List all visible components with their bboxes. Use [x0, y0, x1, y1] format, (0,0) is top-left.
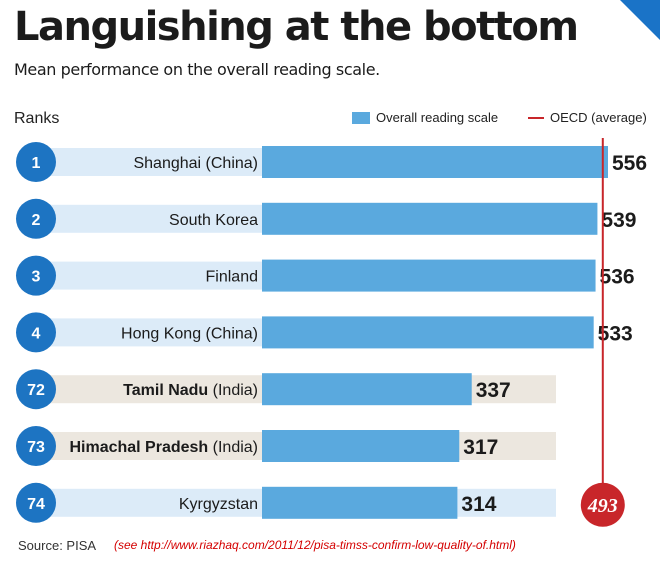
bar	[262, 259, 596, 292]
category-label-bold: Himachal Pradesh	[69, 439, 208, 456]
rank-badge	[16, 142, 56, 182]
rank-badge	[16, 198, 56, 239]
bar	[262, 146, 608, 178]
category-label: Himachal Pradesh (India)	[69, 439, 258, 456]
oecd-average-badge	[580, 482, 625, 527]
rank-badge	[16, 255, 56, 296]
rank-badge	[16, 426, 56, 466]
legend-bar-label: Overall reading scale	[376, 110, 499, 125]
rank-number: 73	[27, 439, 45, 456]
category-label-text: (India)	[208, 439, 258, 456]
rank-number: 74	[27, 496, 45, 513]
bar	[262, 486, 458, 519]
category-label-text: Hong Kong (China)	[121, 325, 258, 342]
category-label-text: South Korea	[169, 212, 258, 229]
rank-number: 3	[32, 269, 41, 286]
source-label: Source: PISA	[18, 538, 97, 553]
corner-tab	[620, 0, 660, 40]
value-label: 539	[601, 209, 636, 232]
value-label: 314	[461, 493, 496, 516]
rank-badge	[16, 369, 56, 410]
value-label: 533	[598, 322, 633, 345]
rank-number: 72	[27, 382, 45, 399]
category-label-text: Kyrgyzstan	[179, 496, 258, 513]
value-label: 317	[463, 436, 498, 459]
category-label: Hong Kong (China)	[121, 325, 258, 342]
bar	[262, 430, 460, 462]
rank-number: 2	[32, 212, 41, 229]
legend-bar-entry: Overall reading scale	[352, 110, 498, 125]
oecd-average-value: 493	[587, 495, 618, 517]
rank-badge	[16, 312, 56, 353]
bar	[262, 316, 594, 349]
legend-oecd-entry: OECD (average)	[528, 110, 647, 125]
category-label-text: (India)	[208, 382, 258, 399]
value-label: 556	[612, 152, 647, 175]
source-link[interactable]: (see http://www.riazhaq.com/2011/12/pisa…	[114, 538, 516, 552]
category-label: Shanghai (China)	[133, 155, 258, 172]
category-label-text: Finland	[206, 269, 258, 286]
rank-badge	[16, 482, 56, 523]
category-label: Finland	[206, 269, 258, 286]
bar	[262, 202, 598, 235]
value-label: 536	[600, 266, 635, 289]
page-subtitle: Mean performance on the overall reading …	[14, 60, 380, 79]
rank-number: 4	[32, 325, 41, 342]
page-title: Languishing at the bottom	[14, 4, 579, 50]
category-label-text: Shanghai (China)	[133, 155, 258, 172]
category-label-bold: Tamil Nadu	[123, 382, 208, 399]
legend-oecd-label: OECD (average)	[550, 110, 647, 125]
bar	[262, 373, 472, 406]
value-label: 337	[476, 379, 511, 402]
category-label: Tamil Nadu (India)	[123, 382, 258, 399]
ranks-heading: Ranks	[14, 110, 60, 127]
legend-oecd-line	[528, 116, 544, 119]
legend-bar-swatch	[352, 111, 370, 124]
category-label: South Korea	[169, 212, 258, 229]
category-label: Kyrgyzstan	[179, 496, 258, 513]
rank-number: 1	[32, 155, 41, 172]
